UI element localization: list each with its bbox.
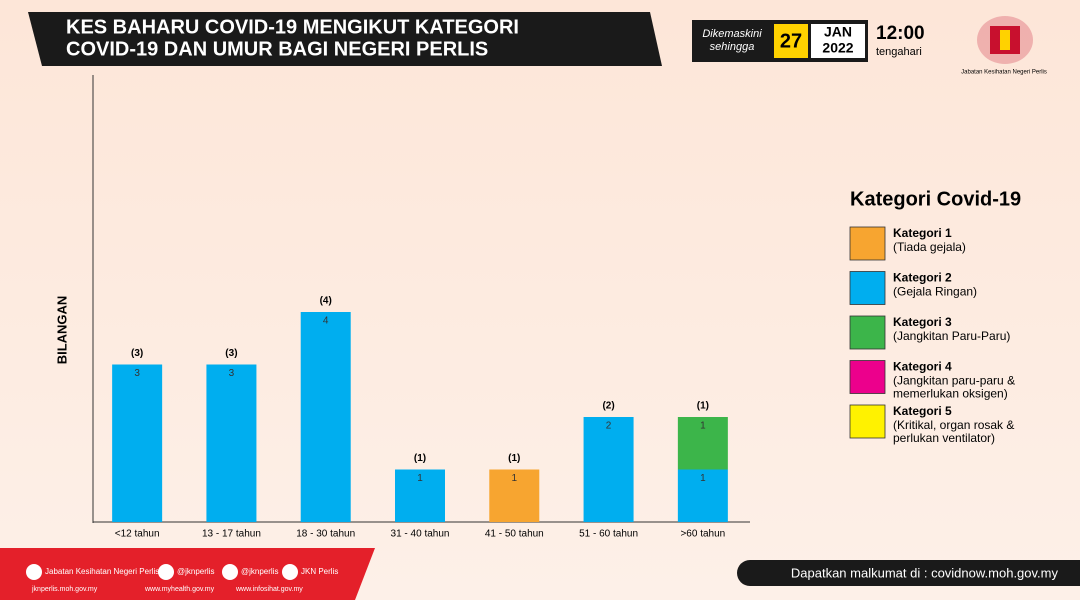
logo-caption: Jabatan Kesihatan Negeri Perlis	[961, 70, 1047, 76]
legend-description: (Jangkitan Paru-Paru)	[893, 329, 1010, 343]
bar-segment	[677, 469, 728, 522]
x-tick-label: 41 - 50 tahun	[485, 529, 544, 540]
legend-swatch	[849, 226, 886, 261]
segment-label: 2	[606, 421, 612, 432]
x-tick-label: <12 tahun	[115, 529, 160, 540]
legend-title: Kategori Covid-19	[850, 188, 1021, 210]
info: Dapatkan malkumat di : covidnow.moh.gov.…	[791, 565, 1059, 580]
y-axis-label: BILANGAN	[54, 296, 69, 365]
updated: sehingga	[710, 41, 755, 53]
month: JAN	[824, 24, 852, 40]
info-bar	[737, 560, 1080, 586]
title: KES BAHARU COVID-19 MENGIKUT KATEGORI	[66, 16, 519, 38]
legend-description: memerlukan oksigen)	[893, 387, 1008, 401]
x-tick-label: 51 - 60 tahun	[579, 529, 638, 540]
x-tick-label: 18 - 30 tahun	[296, 529, 355, 540]
logo	[977, 16, 1033, 64]
bar-segment	[583, 417, 634, 522]
bar-segment	[206, 364, 257, 522]
website: jknperlis.moh.gov.my	[31, 586, 98, 593]
social-icon	[222, 564, 238, 580]
x-tick-label: 13 - 17 tahun	[202, 529, 261, 540]
segment-label: 3	[134, 368, 140, 379]
total-label: (3)	[131, 348, 143, 359]
social-handle: JKN Perlis	[301, 567, 338, 576]
bar-segment	[300, 312, 351, 522]
bar-segment	[677, 417, 728, 470]
website: www.infosihat.gov.my	[235, 586, 303, 593]
social-icon	[26, 564, 42, 580]
social-icon	[282, 564, 298, 580]
segment-label: 3	[229, 368, 235, 379]
legend-description: (Jangkitan paru-paru &	[893, 374, 1015, 388]
legend-name: Kategori 4	[893, 360, 952, 374]
total-label: (4)	[320, 296, 332, 307]
legend-swatch	[849, 404, 886, 439]
time-note: tengahari	[876, 46, 922, 58]
segment-label: 1	[700, 473, 706, 484]
legend-name: Kategori 1	[893, 226, 952, 240]
legend-swatch	[849, 271, 886, 305]
legend-swatch	[849, 360, 886, 394]
title: COVID-19 DAN UMUR BAGI NEGERI PERLIS	[66, 38, 488, 60]
segment-label: 1	[700, 421, 706, 432]
segment-label: 1	[417, 473, 423, 484]
updated: Dikemaskini	[702, 28, 762, 40]
footer-banner	[0, 548, 375, 600]
bar-segment	[112, 364, 163, 522]
legend-description: (Gejala Ringan)	[893, 285, 977, 299]
segment-label: 4	[323, 316, 329, 327]
social-handle: Jabatan Kesihatan Negeri Perlis	[45, 567, 159, 576]
bar-segment	[489, 469, 540, 522]
time: 12:00	[876, 23, 925, 44]
day-box	[774, 24, 808, 58]
website: www.myhealth.gov.my	[144, 586, 215, 593]
x-tick-label: 31 - 40 tahun	[391, 529, 450, 540]
x-tick-label: >60 tahun	[680, 529, 725, 540]
legend-name: Kategori 5	[893, 404, 952, 418]
total-label: (2)	[602, 401, 614, 412]
legend-description: perlukan ventilator)	[893, 431, 995, 445]
month-box	[811, 24, 865, 58]
total-label: (1)	[414, 453, 426, 464]
title-banner	[28, 12, 662, 66]
total-label: (3)	[225, 348, 237, 359]
legend-name: Kategori 2	[893, 271, 952, 285]
legend-description: (Kritikal, organ rosak &	[893, 418, 1014, 432]
legend-name: Kategori 3	[893, 315, 952, 329]
social-handle: @jknperlis	[177, 567, 214, 576]
bar-segment	[395, 469, 445, 522]
day: 27	[780, 30, 802, 52]
legend-description: (Tiada gejala)	[893, 240, 966, 254]
year: 2022	[822, 40, 853, 56]
social-handle: @jknperlis	[241, 567, 278, 576]
social-icon	[158, 564, 174, 580]
segment-label: 1	[512, 473, 518, 484]
total-label: (1)	[508, 453, 520, 464]
total-label: (1)	[697, 401, 709, 412]
legend-swatch	[849, 315, 886, 350]
